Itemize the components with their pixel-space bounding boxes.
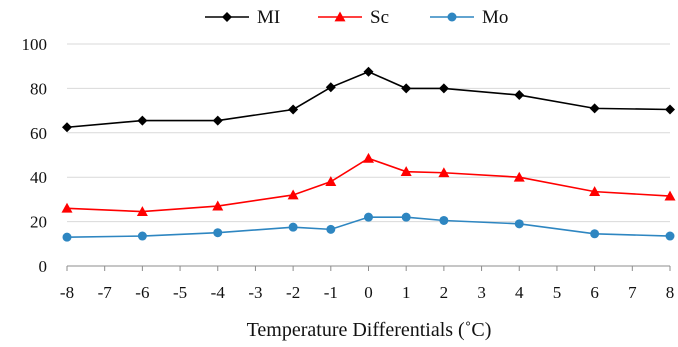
legend-label-mo: Mo <box>482 7 508 28</box>
data-point-mi <box>137 115 148 126</box>
series-line-mi <box>66 70 671 129</box>
data-point-sc <box>136 206 148 217</box>
data-point-mi <box>62 122 72 133</box>
data-point-mo <box>439 215 449 225</box>
data-point-mi <box>514 90 525 101</box>
legend-marker-sc <box>334 11 346 22</box>
data-point-mi <box>288 104 299 115</box>
y-tick-label: 0 <box>39 257 48 276</box>
data-point-mo <box>213 228 223 238</box>
data-point-mo <box>288 222 298 232</box>
legend-item-mo: Mo <box>430 7 508 28</box>
legend-marker-mi <box>222 12 232 22</box>
x-tick-label: 4 <box>515 283 524 302</box>
x-tick-label: -8 <box>60 283 74 302</box>
data-point-mo <box>590 229 600 239</box>
data-point-sc <box>513 171 525 182</box>
data-point-sc <box>325 176 337 187</box>
axes <box>66 265 671 271</box>
data-point-sc <box>589 186 601 197</box>
y-tick-label: 40 <box>30 168 47 187</box>
x-tick-label: 6 <box>590 283 599 302</box>
data-point-mi <box>401 83 412 94</box>
x-tick-label: 3 <box>477 283 486 302</box>
x-tick-label: 7 <box>628 283 637 302</box>
x-tick-label: -4 <box>211 283 226 302</box>
x-tick-label: -3 <box>248 283 262 302</box>
x-axis-title: Temperature Differentials (˚C) <box>247 319 492 341</box>
data-point-mi <box>363 66 374 77</box>
data-point-mo <box>137 231 147 241</box>
legend-item-mi: MI <box>205 7 280 28</box>
legend-item-sc: Sc <box>318 7 389 28</box>
data-point-sc <box>438 167 450 178</box>
y-tick-label: 80 <box>30 79 47 98</box>
data-point-sc <box>212 200 224 211</box>
data-point-mi <box>665 104 675 115</box>
x-tick-label: 8 <box>666 283 675 302</box>
legend-label-sc: Sc <box>370 7 389 28</box>
legend-label-mi: MI <box>257 7 280 28</box>
x-tick-label: -6 <box>135 283 149 302</box>
x-tick-label: 5 <box>553 283 562 302</box>
x-tick-label: -7 <box>98 283 113 302</box>
data-point-mi <box>589 103 600 114</box>
data-point-mo <box>326 224 336 234</box>
y-tick-label: 20 <box>30 213 47 232</box>
data-point-mo <box>665 231 675 241</box>
series-mo <box>62 212 675 242</box>
legend-marker-mo <box>447 12 457 22</box>
x-tick-label: -5 <box>173 283 187 302</box>
series-line-sc <box>66 157 671 213</box>
x-tick-label: 0 <box>364 283 373 302</box>
data-point-sc <box>61 202 73 213</box>
x-tick-label: -1 <box>324 283 338 302</box>
series-lines <box>61 66 676 242</box>
data-point-sc <box>664 190 676 201</box>
data-point-mo <box>514 219 524 229</box>
y-tick-label: 60 <box>30 124 47 143</box>
y-tick-labels: 0 20 40 60 80 100 <box>22 35 48 276</box>
y-tick-label: 100 <box>22 35 48 54</box>
data-point-sc <box>363 152 374 163</box>
x-tick-labels: -8 -7 -6 -5 -4 -3 -2 -1 0 1 2 3 4 5 6 7 8 <box>60 283 674 302</box>
data-point-mi <box>438 83 449 94</box>
gridlines <box>67 43 670 223</box>
series-sc <box>61 152 676 217</box>
x-tick-label: 2 <box>440 283 449 302</box>
series-mi <box>62 66 675 133</box>
x-tick-label: 1 <box>402 283 411 302</box>
data-point-mi <box>212 115 223 126</box>
data-point-mo <box>62 232 72 242</box>
data-point-sc <box>287 189 299 200</box>
legend: MI Sc Mo <box>205 7 508 28</box>
data-point-mo <box>401 212 411 222</box>
data-point-sc <box>400 166 412 177</box>
x-tick-label: -2 <box>286 283 300 302</box>
data-point-mi <box>325 82 336 93</box>
data-point-mo <box>364 212 373 222</box>
